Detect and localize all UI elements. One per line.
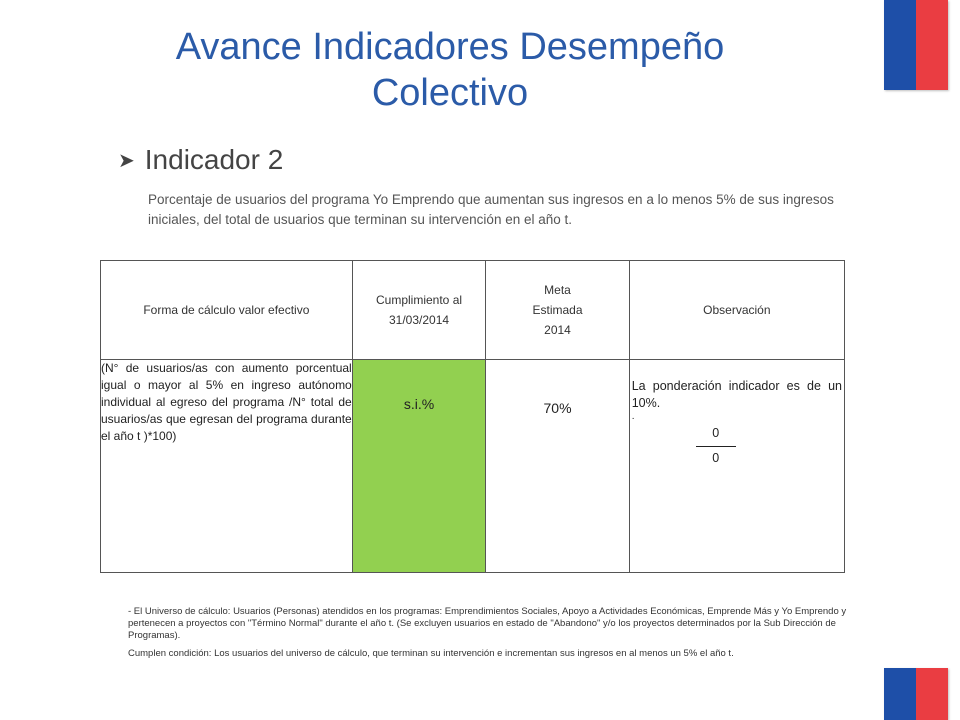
header-cumplimiento: Cumplimiento al 31/03/2014 (351, 260, 487, 360)
cumplimiento-value: s.i.% (403, 396, 435, 412)
header-meta-line2: Estimada (532, 303, 583, 317)
note-universe: - El Universo de cálculo: Usuarios (Pers… (128, 606, 847, 641)
flag-logo-bottom (884, 668, 948, 720)
header-forma: Forma de cálculo valor efectivo (100, 260, 353, 360)
section-label: Indicador 2 (144, 144, 284, 175)
indicator-table: Forma de cálculo valor efectivo Cumplimi… (100, 260, 846, 573)
flag-logo-top (884, 0, 948, 90)
formula-cell: (N° de usuarios/as con aumento porcentua… (100, 359, 353, 573)
meta-value: 70% (543, 400, 572, 416)
fraction-denominator: 0 (712, 451, 720, 465)
indicator-description: Porcentaje de usuarios del programa Yo E… (148, 192, 834, 227)
arrow-bullet-icon: ➤ (118, 149, 135, 172)
note-condition: Cumplen condición: Los usuarios del univ… (128, 648, 734, 659)
observacion-dot: . (631, 411, 635, 422)
fraction-numerator: 0 (695, 426, 736, 447)
header-observacion: Observación (628, 260, 846, 360)
page-title: Avance Indicadores Desempeño Colectivo (175, 26, 725, 114)
header-meta-line1: Meta (544, 283, 571, 297)
header-meta-line3: 2014 (544, 323, 571, 337)
section-heading: ➤ Indicador 2 (118, 144, 283, 176)
meta-cell: 70% (485, 359, 630, 573)
observacion-cell: La ponderación indicador es de un 10%. .… (628, 359, 846, 573)
observacion-text: La ponderación indicador es de un 10%. (631, 379, 842, 410)
cumplimiento-cell: s.i.% (351, 359, 487, 573)
header-meta: Meta Estimada 2014 (485, 260, 630, 360)
footnotes: - El Universo de cálculo: Usuarios (Pers… (128, 606, 848, 666)
fraction: 0 0 (695, 426, 736, 465)
